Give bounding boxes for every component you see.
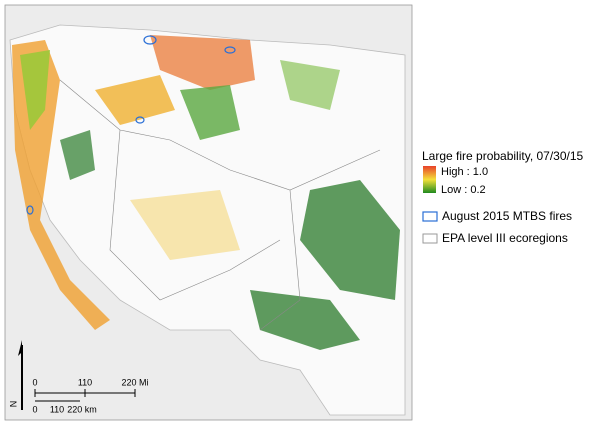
ecoregion-boundary [259,189,301,331]
fire-region [20,50,50,130]
legend-low: Low : 0.2 [441,184,486,196]
scale-label: 110 [78,377,92,387]
fire-region [130,190,240,260]
scale-bar: N 0 110 220 Mi 0 110 220 km [8,340,149,414]
legend-label: EPA level III ecoregions [442,231,568,245]
ecoregion-boundary [109,129,281,301]
scale-label: 0 [32,377,37,387]
fire-region [60,130,95,180]
fire-region [250,290,360,350]
north-arrow-head [18,340,22,356]
fire-perimeter [26,205,34,215]
fire-region [180,85,240,140]
scale-label: 0 [32,404,37,414]
legend-swatch [422,211,438,222]
legend-title: Large fire probability, 07/30/15 [422,149,584,163]
fire-perimeter [224,46,236,54]
ecoregion-boundary [59,79,381,191]
scale-label: 220 Mi [121,377,148,387]
fire-region [280,60,340,110]
fire-perimeter [135,116,145,124]
scale-label: 110 [50,404,64,414]
legend-swatch [422,233,438,244]
legend-gradient [423,166,436,193]
legend: Large fire probability, 07/30/15 High : … [422,149,584,245]
scale-label: 220 km [67,404,97,414]
legend-high: High : 1.0 [441,166,488,178]
fire-region [95,75,175,125]
legend-label: August 2015 MTBS fires [442,209,572,223]
fire-region [300,180,400,300]
north-label: N [8,401,18,408]
fire-perimeter [143,35,157,45]
ecoregion-lines [59,79,381,331]
map [4,4,413,421]
fire-region [150,35,255,90]
mtbs-fires [26,35,236,215]
